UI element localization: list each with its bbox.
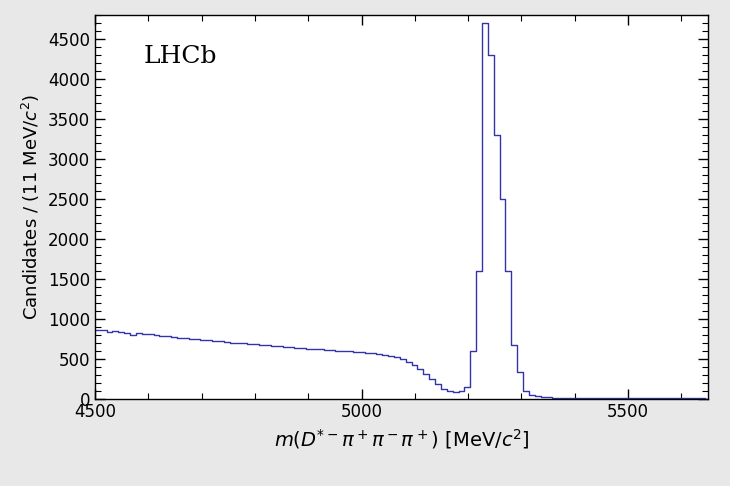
Y-axis label: Candidates / (11 MeV/$c^{2}$): Candidates / (11 MeV/$c^{2}$) bbox=[20, 93, 42, 320]
Text: LHCb: LHCb bbox=[144, 45, 218, 69]
X-axis label: $m(D^{*-}\pi^+\pi^-\pi^+)$ [MeV/$c^2$]: $m(D^{*-}\pi^+\pi^-\pi^+)$ [MeV/$c^2$] bbox=[274, 427, 529, 451]
